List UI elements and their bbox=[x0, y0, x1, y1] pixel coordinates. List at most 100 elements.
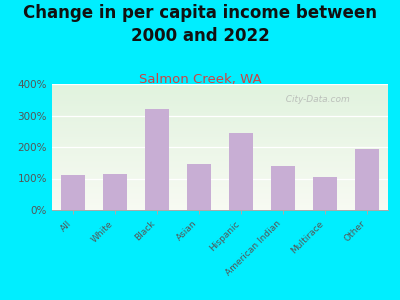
Bar bbox=[52, 106, 388, 107]
Bar bbox=[52, 146, 388, 147]
Bar bbox=[52, 202, 388, 203]
Bar bbox=[52, 203, 388, 204]
Text: Change in per capita income between
2000 and 2022: Change in per capita income between 2000… bbox=[23, 4, 377, 45]
Bar bbox=[52, 178, 388, 179]
Bar bbox=[52, 129, 388, 130]
Bar bbox=[52, 189, 388, 190]
Bar bbox=[52, 193, 388, 194]
Bar bbox=[52, 179, 388, 180]
Bar bbox=[313, 177, 337, 210]
Bar bbox=[52, 101, 388, 102]
Bar bbox=[52, 160, 388, 161]
Bar bbox=[52, 139, 388, 140]
Bar bbox=[52, 84, 388, 85]
Bar bbox=[52, 135, 388, 136]
Bar bbox=[52, 154, 388, 155]
Bar bbox=[52, 136, 388, 137]
Bar bbox=[52, 117, 388, 118]
Bar bbox=[52, 112, 388, 113]
Bar bbox=[52, 185, 388, 186]
Bar bbox=[52, 173, 388, 174]
Bar bbox=[52, 113, 388, 114]
Bar bbox=[145, 109, 169, 210]
Bar bbox=[52, 114, 388, 115]
Bar bbox=[52, 170, 388, 171]
Bar bbox=[52, 147, 388, 148]
Bar bbox=[52, 191, 388, 192]
Bar bbox=[52, 204, 388, 205]
Bar bbox=[52, 176, 388, 177]
Bar bbox=[52, 159, 388, 160]
Bar bbox=[52, 95, 388, 96]
Bar bbox=[52, 182, 388, 183]
Bar bbox=[52, 92, 388, 93]
Bar bbox=[52, 98, 388, 99]
Bar bbox=[52, 200, 388, 201]
Bar bbox=[52, 167, 388, 168]
Bar bbox=[52, 122, 388, 123]
Bar bbox=[52, 151, 388, 152]
Bar bbox=[52, 141, 388, 142]
Bar bbox=[52, 208, 388, 209]
Bar bbox=[52, 89, 388, 90]
Bar bbox=[187, 164, 211, 210]
Bar bbox=[52, 90, 388, 91]
Bar bbox=[52, 118, 388, 119]
Bar bbox=[52, 199, 388, 200]
Bar bbox=[52, 155, 388, 156]
Bar bbox=[355, 148, 379, 210]
Bar bbox=[52, 140, 388, 141]
Bar bbox=[52, 197, 388, 198]
Bar bbox=[52, 96, 388, 97]
Bar bbox=[52, 105, 388, 106]
Bar bbox=[52, 164, 388, 165]
Bar bbox=[52, 158, 388, 159]
Bar bbox=[52, 100, 388, 101]
Bar bbox=[52, 207, 388, 208]
Bar bbox=[52, 103, 388, 104]
Bar bbox=[52, 111, 388, 112]
Bar bbox=[229, 133, 253, 210]
Bar bbox=[52, 198, 388, 199]
Bar bbox=[52, 108, 388, 109]
Bar bbox=[52, 157, 388, 158]
Bar bbox=[52, 175, 388, 176]
Bar bbox=[52, 169, 388, 170]
Bar bbox=[52, 171, 388, 172]
Bar bbox=[52, 126, 388, 127]
Bar bbox=[52, 99, 388, 100]
Bar bbox=[52, 137, 388, 138]
Bar bbox=[52, 150, 388, 151]
Text: City-Data.com: City-Data.com bbox=[280, 94, 350, 103]
Bar bbox=[52, 94, 388, 95]
Bar bbox=[52, 87, 388, 88]
Bar bbox=[52, 145, 388, 146]
Bar bbox=[52, 109, 388, 110]
Bar bbox=[52, 188, 388, 189]
Text: Salmon Creek, WA: Salmon Creek, WA bbox=[139, 74, 261, 86]
Bar bbox=[52, 163, 388, 164]
Bar bbox=[52, 97, 388, 98]
Bar bbox=[52, 174, 388, 175]
Bar bbox=[52, 100, 388, 101]
Bar bbox=[52, 194, 388, 195]
Bar bbox=[52, 177, 388, 178]
Bar bbox=[52, 93, 388, 94]
Bar bbox=[61, 175, 85, 210]
Bar bbox=[52, 104, 388, 105]
Bar bbox=[52, 130, 388, 131]
Bar bbox=[52, 132, 388, 133]
Bar bbox=[52, 195, 388, 196]
Bar bbox=[52, 186, 388, 187]
Bar bbox=[52, 85, 388, 86]
Bar bbox=[52, 142, 388, 143]
Bar bbox=[52, 102, 388, 103]
Bar bbox=[52, 201, 388, 202]
Bar bbox=[52, 134, 388, 135]
Bar bbox=[52, 107, 388, 108]
Bar bbox=[52, 162, 388, 163]
Bar bbox=[52, 196, 388, 197]
Bar bbox=[52, 115, 388, 116]
Bar bbox=[52, 153, 388, 154]
Bar bbox=[52, 133, 388, 134]
